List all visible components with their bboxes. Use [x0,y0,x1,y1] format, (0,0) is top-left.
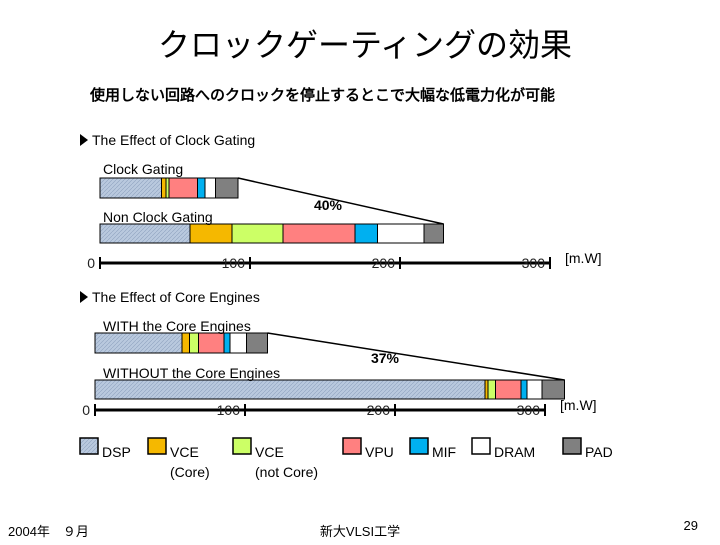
x-unit: [m.W] [560,397,597,413]
bar-segment [541,379,565,400]
bar-label: Non Clock Gating [103,209,213,225]
bar-segment [168,177,198,199]
x-tick-label: 0 [82,402,90,418]
slide-title: クロックゲーティングの効果 [158,27,572,63]
bar-label: Clock Gating [103,161,183,177]
x-tick-label: 100 [217,402,241,418]
bar-segment [377,223,425,244]
bar-segment [189,332,199,354]
x-tick-label: 100 [222,255,246,271]
bar-segment [526,379,543,400]
section-title: The Effect of Clock Gating [92,132,255,148]
legend-label: VPU [365,444,394,460]
zoom-line [237,177,444,225]
bar-segment [215,177,239,199]
legend-swatch [232,437,252,455]
legend-swatch [79,437,99,455]
bar-segment [282,223,356,244]
bullet [80,291,88,303]
legend-swatch [147,437,167,455]
bar-segment [231,223,284,244]
bar-segment [487,379,496,400]
bar-segment [99,177,162,199]
x-tick-label: 0 [87,255,95,271]
x-tick-label: 300 [517,402,541,418]
bar-segment [99,223,191,244]
bar-segment [189,223,233,244]
bar-label: WITH the Core Engines [103,318,251,334]
footer-center: 新大VLSI工学 [320,524,400,539]
legend-label: MIF [432,444,456,460]
legend-swatch [342,437,362,455]
zoom-line [267,332,565,381]
footer-date: 2004年 ９月 [8,524,89,539]
annotation: 40% [314,197,343,213]
x-unit: [m.W] [565,250,602,266]
legend-label: DRAM [494,444,535,460]
bar-segment [495,379,522,400]
bar-segment [246,332,268,354]
legend-label: VCE (Core) [170,444,210,480]
legend-swatch [562,437,582,455]
bar-label: WITHOUT the Core Engines [103,365,280,381]
bar-segment [354,223,378,244]
x-tick-label: 200 [367,402,391,418]
bar-segment [204,177,216,199]
bar-segment [520,379,528,400]
bar-segment [223,332,231,354]
bullet [80,134,88,146]
page-number: 29 [684,518,698,533]
bar-segment [198,332,225,354]
annotation: 37% [371,350,400,366]
bar-segment [197,177,206,199]
bar-segment [229,332,247,354]
bar-segment [423,223,444,244]
legend-label: PAD [585,444,613,460]
legend-label: DSP [102,444,131,460]
legend-swatch [409,437,429,455]
bar-segment [181,332,190,354]
bar-segment [94,379,486,400]
x-tick-label: 300 [522,255,546,271]
legend-swatch [471,437,491,455]
x-tick-label: 200 [372,255,396,271]
section-title: The Effect of Core Engines [92,289,260,305]
legend-label: VCE (not Core) [255,444,318,480]
bar-segment [161,177,167,199]
slide-subtitle: 使用しない回路へのクロックを停止するとこで大幅な低電力化が可能 [89,86,555,104]
bar-segment [94,332,183,354]
